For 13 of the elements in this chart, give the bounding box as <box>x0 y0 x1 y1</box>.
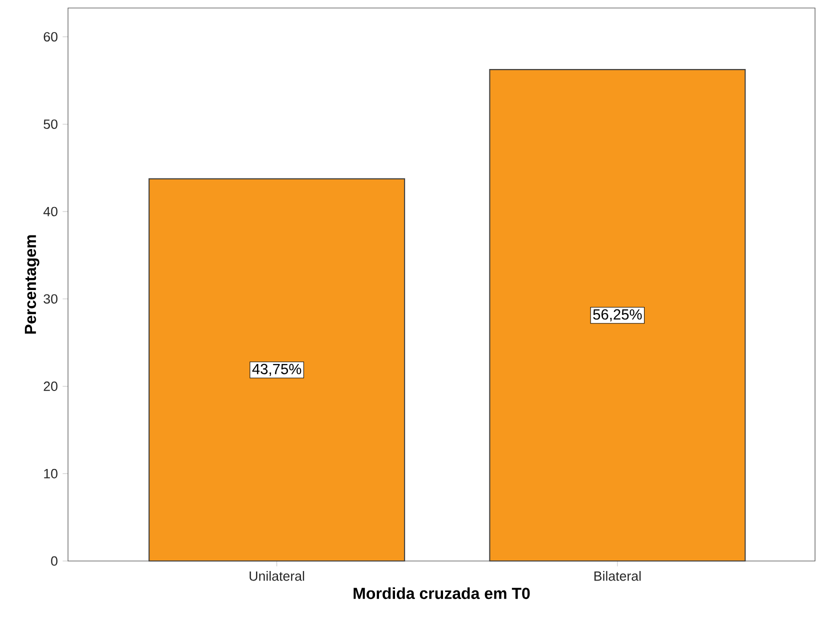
y-tick-label: 50 <box>44 119 58 129</box>
y-tick-label: 60 <box>44 32 58 42</box>
x-tick-label: Bilateral <box>594 571 641 581</box>
data-label: 56,25% <box>593 309 642 322</box>
y-tick-label: 30 <box>44 294 58 304</box>
x-axis-title: Mordida cruzada em T0 <box>354 587 530 600</box>
y-tick-label: 40 <box>43 206 58 216</box>
y-tick-label: 10 <box>44 468 58 478</box>
x-tick-label: Unilateral <box>250 571 304 581</box>
y-axis-title: Percentagem <box>24 235 40 334</box>
data-label: 43,75% <box>252 364 302 376</box>
y-tick-label: 0 <box>51 556 58 566</box>
y-tick-label: 20 <box>44 382 58 391</box>
